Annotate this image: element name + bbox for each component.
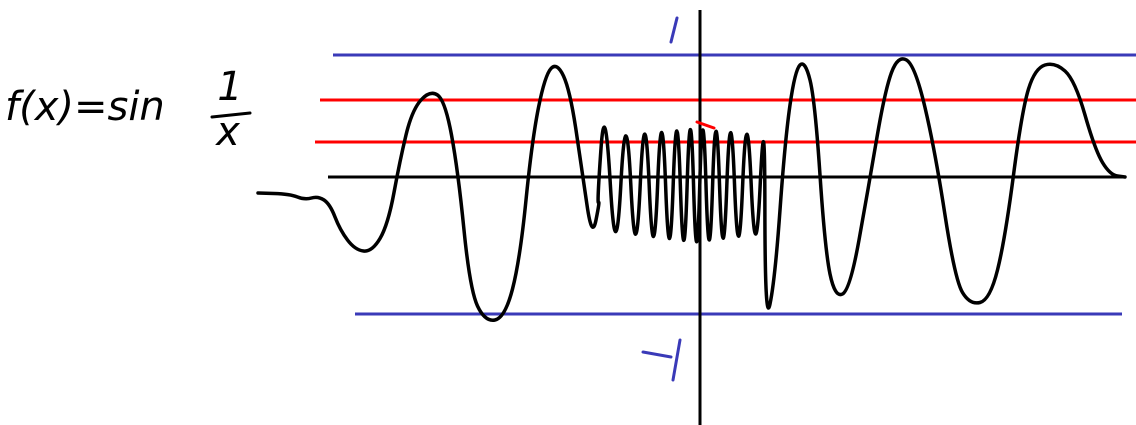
formula-denominator: x [214,109,240,155]
tick-mark [673,340,680,380]
tick-mark [671,18,677,42]
tick-mark [643,352,671,357]
formula-lhs: f(x)=sin [5,84,165,130]
page: f(x)=sin 1 x (() => { const data = JSON.… [0,0,1136,425]
sine-curve [258,59,1125,320]
formula-numerator: 1 [217,64,242,110]
sketch: f(x)=sin 1 x [0,0,1136,425]
